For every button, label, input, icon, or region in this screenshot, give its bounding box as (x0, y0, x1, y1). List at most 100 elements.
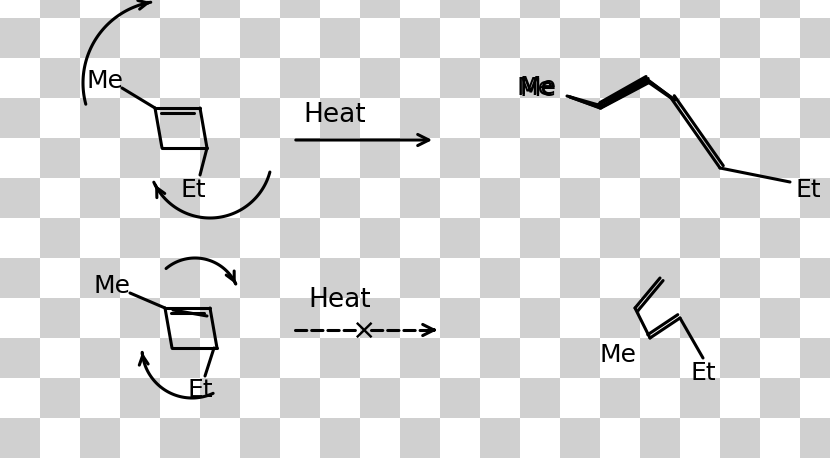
Bar (680, 218, 720, 258)
Bar (280, 138, 320, 178)
Bar (800, 178, 830, 218)
Bar (760, 218, 800, 258)
Bar (80, 98, 120, 138)
Bar (320, 178, 360, 218)
Bar (800, 418, 830, 458)
Bar (560, 98, 600, 138)
Bar (240, 98, 280, 138)
Text: Me: Me (519, 77, 556, 101)
Text: Me: Me (519, 75, 556, 99)
Bar (280, 58, 320, 98)
Bar (640, 98, 680, 138)
Bar (200, 218, 240, 258)
Text: Et: Et (795, 178, 821, 202)
Bar (0, 178, 40, 218)
Bar (440, 58, 480, 98)
Bar (640, 178, 680, 218)
Bar (600, 0, 640, 18)
Bar (280, 378, 320, 418)
Bar (240, 338, 280, 378)
Bar (680, 298, 720, 338)
Bar (680, 378, 720, 418)
Bar (720, 338, 760, 378)
Text: Me: Me (86, 69, 124, 93)
Bar (320, 18, 360, 58)
Text: Et: Et (691, 361, 715, 385)
Bar (40, 0, 80, 18)
Bar (640, 18, 680, 58)
Bar (40, 218, 80, 258)
Bar (40, 138, 80, 178)
Bar (80, 258, 120, 298)
Bar (520, 218, 560, 258)
Bar (760, 58, 800, 98)
Bar (600, 58, 640, 98)
Bar (480, 18, 520, 58)
Bar (200, 138, 240, 178)
Bar (40, 58, 80, 98)
Text: Heat: Heat (304, 102, 366, 128)
Bar (80, 18, 120, 58)
Text: Me: Me (516, 76, 553, 100)
Bar (640, 258, 680, 298)
Bar (400, 178, 440, 218)
Bar (800, 18, 830, 58)
Bar (360, 218, 400, 258)
Bar (200, 378, 240, 418)
Bar (480, 258, 520, 298)
Bar (720, 178, 760, 218)
Bar (520, 298, 560, 338)
Bar (400, 258, 440, 298)
Bar (40, 378, 80, 418)
Bar (120, 0, 160, 18)
Bar (760, 298, 800, 338)
Text: Heat: Heat (309, 287, 371, 313)
Bar (160, 338, 200, 378)
Bar (400, 418, 440, 458)
Bar (640, 418, 680, 458)
Bar (200, 298, 240, 338)
Bar (320, 338, 360, 378)
Bar (600, 218, 640, 258)
Bar (440, 138, 480, 178)
Bar (400, 98, 440, 138)
Bar (120, 58, 160, 98)
Bar (680, 58, 720, 98)
Bar (480, 98, 520, 138)
Text: Me: Me (94, 274, 130, 298)
Bar (320, 418, 360, 458)
Bar (680, 138, 720, 178)
Bar (360, 378, 400, 418)
Bar (80, 418, 120, 458)
Bar (0, 18, 40, 58)
Bar (0, 338, 40, 378)
Bar (0, 418, 40, 458)
Bar (240, 418, 280, 458)
Bar (760, 378, 800, 418)
Bar (280, 298, 320, 338)
Bar (720, 258, 760, 298)
Bar (320, 258, 360, 298)
Bar (360, 0, 400, 18)
Bar (200, 58, 240, 98)
Bar (120, 298, 160, 338)
Bar (520, 0, 560, 18)
Bar (680, 0, 720, 18)
Bar (560, 418, 600, 458)
Bar (0, 258, 40, 298)
Bar (480, 338, 520, 378)
Bar (720, 418, 760, 458)
Bar (640, 338, 680, 378)
Bar (320, 98, 360, 138)
Bar (760, 0, 800, 18)
Bar (440, 298, 480, 338)
Bar (80, 338, 120, 378)
Bar (400, 18, 440, 58)
Bar (40, 298, 80, 338)
Bar (600, 138, 640, 178)
Bar (160, 18, 200, 58)
Bar (440, 218, 480, 258)
Bar (440, 0, 480, 18)
Bar (360, 298, 400, 338)
Bar (560, 258, 600, 298)
